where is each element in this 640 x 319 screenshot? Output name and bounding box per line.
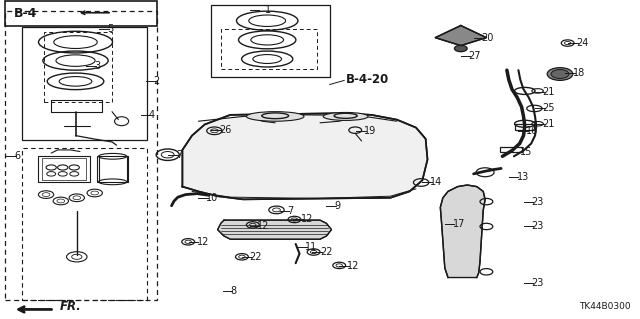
- Text: 23: 23: [531, 278, 543, 288]
- Text: 12: 12: [257, 220, 269, 231]
- Text: 12: 12: [347, 261, 359, 271]
- Text: 6: 6: [14, 151, 20, 161]
- Text: 26: 26: [219, 125, 231, 135]
- Text: 12: 12: [301, 214, 313, 225]
- Text: 22: 22: [320, 247, 333, 257]
- Text: 23: 23: [531, 221, 543, 232]
- Ellipse shape: [246, 112, 304, 121]
- Bar: [5, 11, 157, 300]
- Ellipse shape: [323, 113, 368, 121]
- Text: 21: 21: [543, 87, 555, 97]
- Text: 3: 3: [94, 61, 100, 71]
- Text: B-4: B-4: [14, 7, 38, 19]
- Polygon shape: [440, 185, 485, 278]
- Text: 24: 24: [576, 38, 588, 48]
- Text: 7: 7: [176, 150, 182, 160]
- Text: 16: 16: [526, 126, 538, 136]
- Text: 2: 2: [154, 76, 160, 86]
- Text: 18: 18: [573, 68, 585, 78]
- Text: B-4-20: B-4-20: [346, 73, 389, 86]
- Bar: [5, 1, 157, 26]
- Bar: [211, 5, 330, 77]
- Text: 22: 22: [250, 252, 262, 262]
- Text: 9: 9: [334, 201, 340, 211]
- Text: 11: 11: [305, 242, 317, 252]
- Text: FR.: FR.: [60, 300, 81, 313]
- Circle shape: [551, 70, 569, 78]
- Text: 10: 10: [206, 193, 218, 204]
- Text: 17: 17: [452, 219, 465, 229]
- Text: 12: 12: [196, 237, 209, 247]
- Polygon shape: [435, 26, 486, 46]
- Text: 15: 15: [520, 146, 532, 157]
- Bar: [97, 156, 128, 182]
- Text: 19: 19: [364, 126, 376, 136]
- Text: 7: 7: [287, 205, 294, 216]
- Bar: [515, 124, 534, 130]
- Bar: [42, 158, 86, 180]
- Text: 4: 4: [148, 110, 155, 120]
- Bar: [500, 147, 522, 152]
- Bar: [221, 29, 317, 69]
- Text: 27: 27: [468, 51, 481, 61]
- Text: 21: 21: [543, 119, 555, 129]
- Text: 5: 5: [107, 24, 113, 34]
- Polygon shape: [218, 220, 332, 239]
- Circle shape: [547, 68, 573, 80]
- Text: 20: 20: [481, 33, 493, 43]
- Text: 14: 14: [430, 177, 442, 187]
- Text: 23: 23: [531, 197, 543, 207]
- Text: 13: 13: [516, 172, 529, 182]
- Polygon shape: [182, 113, 428, 199]
- Bar: [22, 148, 147, 300]
- Bar: [22, 27, 147, 140]
- Circle shape: [454, 45, 467, 52]
- Text: 1: 1: [265, 4, 271, 15]
- Text: 25: 25: [543, 103, 556, 113]
- Text: 8: 8: [230, 286, 237, 296]
- Bar: [44, 32, 112, 102]
- Bar: [38, 156, 90, 182]
- Text: TK44B0300: TK44B0300: [579, 302, 630, 311]
